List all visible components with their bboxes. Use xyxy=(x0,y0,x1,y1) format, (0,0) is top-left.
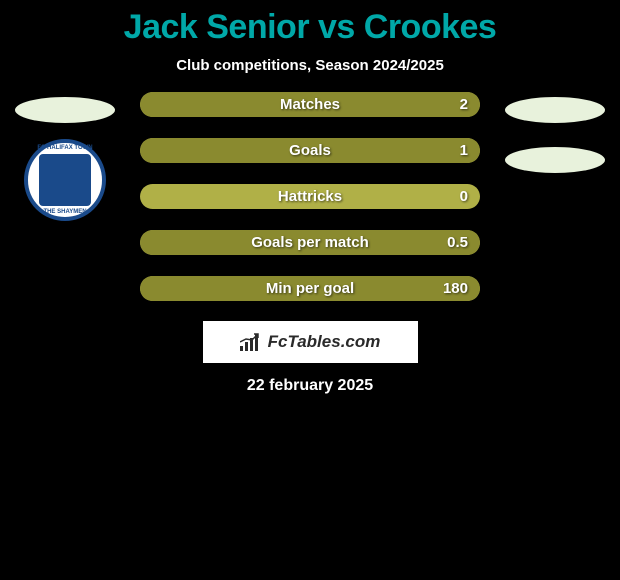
club-logo-halifax: FC HALIFAX TOWN THE SHAYMEN xyxy=(24,139,106,221)
brand-chart-line-icon xyxy=(240,333,262,343)
brand-text: FcTables.com xyxy=(268,332,381,352)
stat-bar-value: 0 xyxy=(460,188,468,205)
main-area: FC HALIFAX TOWN THE SHAYMEN Matches 2 Goal… xyxy=(0,92,620,301)
stat-bar: Matches 2 xyxy=(140,92,480,117)
player-avatar-placeholder-right-2 xyxy=(505,147,605,173)
subtitle: Club competitions, Season 2024/2025 xyxy=(0,57,620,74)
stat-bar-value: 180 xyxy=(443,280,468,297)
player-avatar-placeholder-left xyxy=(15,97,115,123)
stat-bar: Goals 1 xyxy=(140,138,480,163)
stat-bar: Min per goal 180 xyxy=(140,276,480,301)
right-column xyxy=(500,97,610,173)
stat-bars: Matches 2 Goals 1 Hattricks 0 Goals per match 0… xyxy=(140,92,480,301)
brand-chart-icon xyxy=(240,333,262,351)
club-logo-text-bottom: THE SHAYMEN xyxy=(43,209,86,215)
club-logo-text-top: FC HALIFAX TOWN xyxy=(37,145,92,151)
left-column: FC HALIFAX TOWN THE SHAYMEN xyxy=(10,97,120,221)
stat-bar: Goals per match 0.5 xyxy=(140,230,480,255)
date-text: 22 february 2025 xyxy=(0,377,620,395)
stat-bar: Hattricks 0 xyxy=(140,184,480,209)
stat-bar-label: Min per goal xyxy=(266,280,354,297)
club-logo-shield xyxy=(39,154,91,206)
stat-bar-label: Goals xyxy=(289,142,331,159)
stat-bar-value: 2 xyxy=(460,96,468,113)
player-avatar-placeholder-right-1 xyxy=(505,97,605,123)
stat-bar-value: 1 xyxy=(460,142,468,159)
stat-bar-value: 0.5 xyxy=(447,234,468,251)
stat-bar-label: Hattricks xyxy=(278,188,342,205)
brand-logo-box: FcTables.com xyxy=(203,321,418,363)
page-title: Jack Senior vs Crookes xyxy=(0,0,620,47)
stat-bar-label: Goals per match xyxy=(251,234,369,251)
stat-bar-label: Matches xyxy=(280,96,340,113)
